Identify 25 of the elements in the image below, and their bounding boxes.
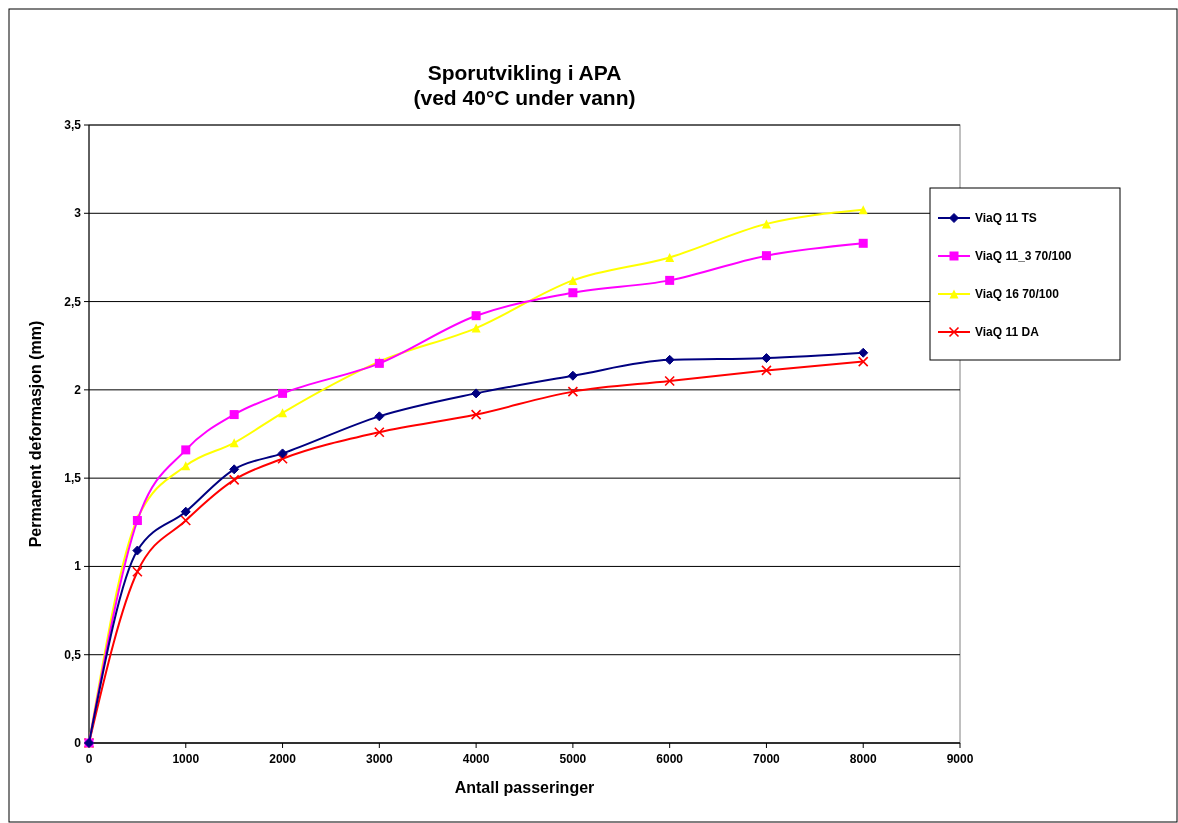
y-tick-label: 0,5	[64, 647, 82, 662]
x-tick-label: 1000	[172, 752, 200, 766]
y-tick-label: 1,5	[64, 471, 82, 486]
chart-title: Sporutvikling i APA (ved 40°C under vann)	[413, 61, 636, 109]
legend-label: ViaQ 11 TS	[975, 211, 1037, 225]
y-tick-label: 1	[74, 559, 82, 574]
legend-label: ViaQ 11_3 70/100	[975, 249, 1072, 263]
y-tick-label: 2	[74, 382, 82, 397]
x-tick-label: 6000	[656, 752, 684, 766]
x-tick-label: 2000	[269, 752, 297, 766]
y-tick-label: 2,5	[64, 294, 82, 309]
x-tick-label: 4000	[462, 752, 490, 766]
x-tick-label: 5000	[559, 752, 587, 766]
x-tick-label: 9000	[946, 752, 974, 766]
x-tick-label: 0	[85, 752, 93, 766]
y-tick-label: 3	[74, 206, 82, 221]
x-tick-label: 8000	[849, 752, 877, 766]
legend-label: ViaQ 11 DA	[975, 325, 1040, 339]
x-tick-label: 3000	[365, 752, 393, 766]
y-tick-label: 0	[74, 736, 82, 750]
y-axis-title: Permanent deformasjon (mm)	[27, 320, 44, 548]
x-tick-label: 7000	[753, 752, 781, 766]
legend-label: ViaQ 16 70/100	[975, 287, 1060, 301]
y-tick-label: 3,5	[64, 118, 82, 132]
x-axis-title: Antall passeringer	[454, 779, 595, 796]
